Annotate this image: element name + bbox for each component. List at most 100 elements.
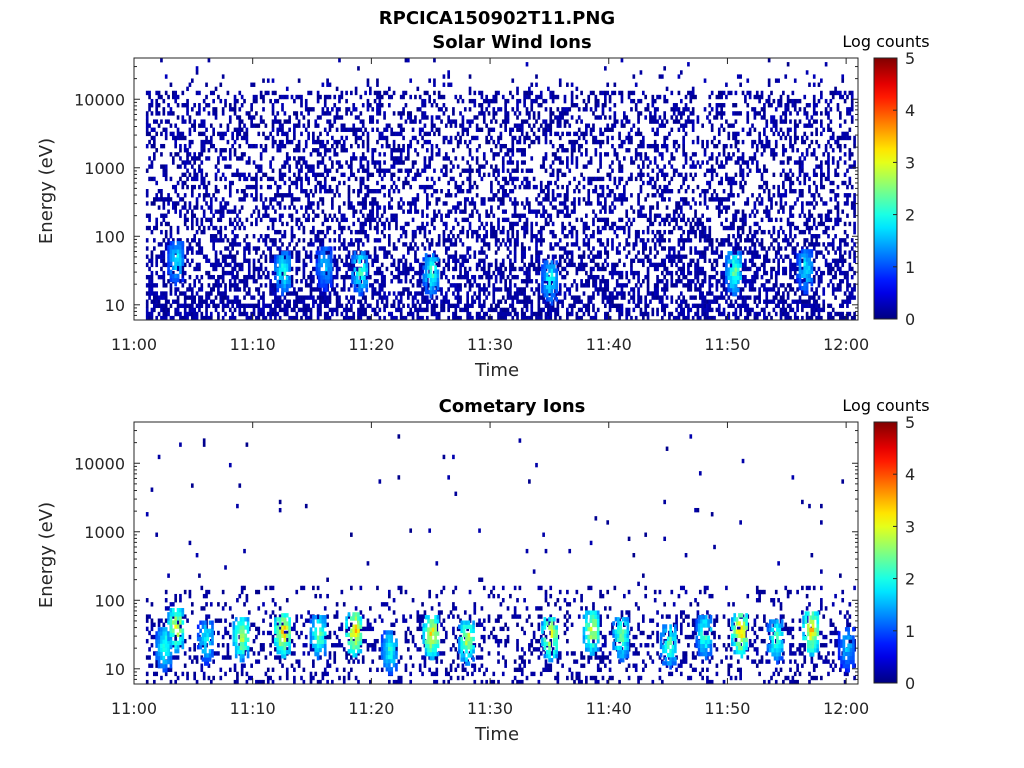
heatmap-cell	[255, 164, 258, 169]
heatmap-cell	[383, 221, 386, 227]
heatmap-cell	[442, 307, 446, 313]
heatmap-cell	[532, 111, 536, 116]
heatmap-cell	[162, 254, 166, 259]
heatmap-cell	[596, 266, 600, 272]
heatmap-cell	[587, 283, 591, 288]
heatmap-cell	[148, 283, 151, 288]
heatmap-cell	[164, 131, 168, 137]
heatmap-cell	[675, 270, 678, 276]
heatmap-cell	[397, 299, 401, 304]
heatmap-cell	[656, 205, 659, 210]
heatmap-cell	[520, 152, 524, 157]
heatmap-cell	[340, 311, 344, 317]
heatmap-cell	[373, 90, 377, 96]
heatmap-cell	[632, 287, 636, 292]
heatmap-cell	[456, 287, 460, 292]
heatmap-cell	[383, 115, 386, 120]
heatmap-cell	[530, 303, 534, 309]
heatmap-cell	[224, 234, 227, 239]
heatmap-cell	[421, 213, 424, 218]
heatmap-cell	[501, 197, 505, 202]
heatmap-cell	[376, 299, 379, 304]
heatmap-cell	[656, 291, 659, 296]
heatmap-cell	[371, 115, 375, 120]
heatmap-cell	[160, 258, 163, 263]
heatmap-cell	[295, 94, 299, 100]
heatmap-cell	[632, 160, 636, 165]
heatmap-cell	[406, 266, 410, 272]
heatmap-cell	[361, 197, 365, 202]
heatmap-cell	[463, 303, 467, 309]
heatmap-cell	[378, 152, 382, 157]
heatmap-cell	[665, 135, 669, 141]
heatmap-cell	[245, 315, 249, 321]
heatmap-cell	[570, 156, 574, 161]
heatmap-cell	[677, 254, 681, 259]
heatmap-cell	[354, 139, 358, 145]
heatmap-cell	[570, 225, 574, 231]
heatmap-cell	[523, 225, 526, 231]
heatmap-cell	[435, 213, 439, 218]
heatmap-cell	[319, 131, 322, 137]
heatmap-cell	[371, 287, 375, 292]
heatmap-cell	[416, 270, 420, 276]
heatmap-cell	[319, 94, 322, 100]
heatmap-cell	[639, 209, 643, 214]
heatmap-cell	[190, 311, 194, 317]
heatmap-cell	[513, 258, 517, 263]
heatmap-cell	[319, 160, 322, 165]
heatmap-cell	[414, 303, 417, 309]
heatmap-cell	[530, 168, 534, 173]
heatmap-cell	[209, 287, 213, 292]
heatmap-cell	[302, 189, 306, 194]
heatmap-cell	[402, 254, 405, 259]
heatmap-cell	[152, 225, 156, 231]
heatmap-cell	[335, 143, 339, 149]
heatmap-cell	[523, 139, 526, 145]
heatmap-cell	[255, 193, 258, 198]
heatmap-cell	[492, 270, 496, 276]
heatmap-cell	[404, 315, 408, 321]
heatmap-cell	[221, 274, 225, 280]
heatmap-cell	[549, 217, 553, 223]
heatmap-cell	[366, 213, 370, 218]
heatmap-cell	[233, 107, 237, 112]
heatmap-cell	[594, 184, 598, 190]
heatmap-cell	[399, 205, 403, 210]
heatmap-cell	[383, 90, 386, 96]
heatmap-cell	[155, 283, 159, 288]
heatmap-cell	[224, 287, 227, 292]
heatmap-cell	[468, 119, 472, 124]
heatmap-cell	[459, 201, 462, 206]
heatmap-cell	[509, 221, 512, 227]
heatmap-cell	[359, 180, 363, 186]
heatmap-cell	[620, 303, 624, 309]
heatmap-cell	[380, 270, 384, 276]
heatmap-cell	[599, 164, 602, 169]
heatmap-cell	[221, 295, 225, 300]
heatmap-cell	[252, 94, 256, 100]
heatmap-cell	[592, 291, 595, 296]
heatmap-cell	[359, 225, 363, 231]
heatmap-cell	[660, 262, 664, 268]
heatmap-cell	[283, 205, 287, 210]
heatmap-cell	[190, 258, 194, 263]
heatmap-cell	[373, 279, 377, 284]
heatmap-cell	[409, 205, 413, 210]
heatmap-cell	[639, 213, 643, 218]
heatmap-cell	[641, 139, 645, 145]
heatmap-cell	[509, 279, 512, 284]
heatmap-cell	[366, 164, 370, 169]
heatmap-cell	[575, 119, 579, 124]
heatmap-cell	[269, 283, 272, 288]
heatmap-cell	[530, 98, 534, 104]
heatmap-cell	[257, 299, 261, 304]
heatmap-cell	[183, 254, 187, 259]
heatmap-cell	[478, 90, 481, 96]
heatmap-cell	[221, 156, 225, 161]
heatmap-cell	[444, 107, 448, 112]
heatmap-cell	[589, 201, 593, 206]
heatmap-cell	[577, 315, 581, 321]
heatmap-cell	[395, 246, 398, 251]
heatmap-cell	[580, 266, 583, 272]
